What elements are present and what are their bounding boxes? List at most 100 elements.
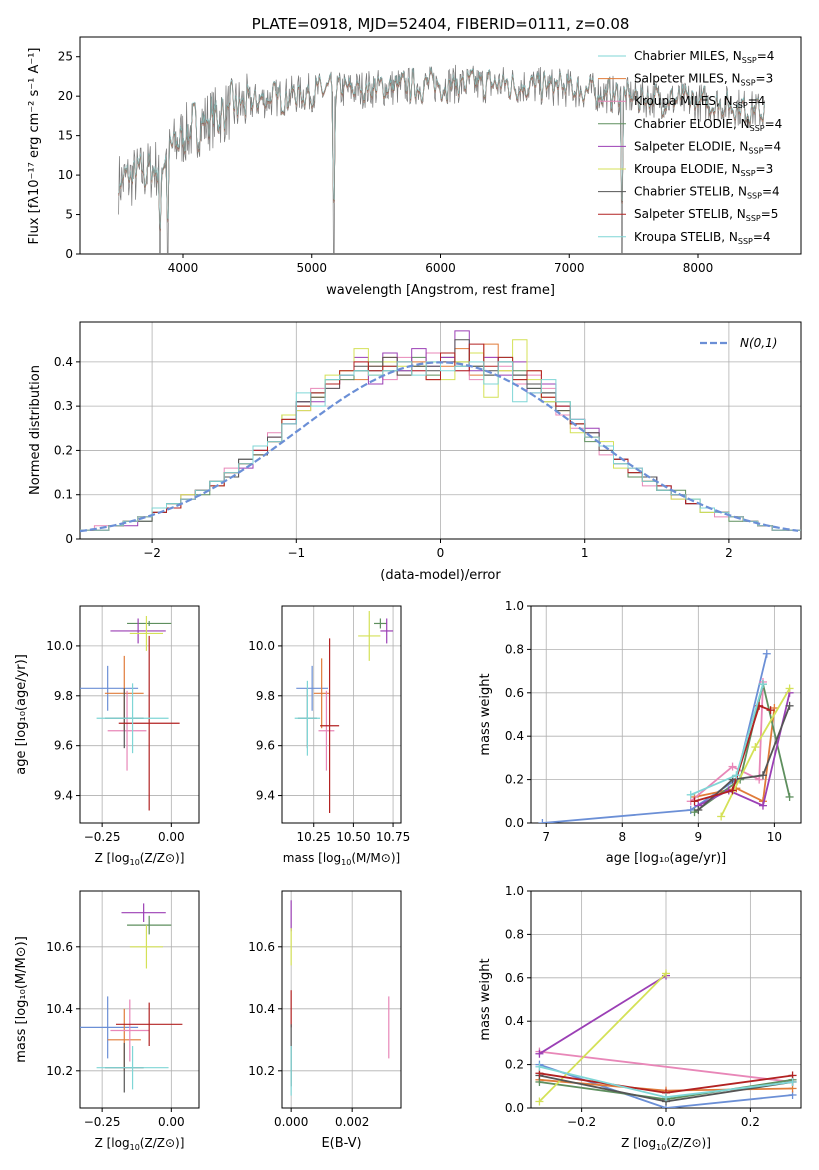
y-tick-label: 10.4 — [248, 1002, 275, 1016]
y-tick-label: 20 — [58, 89, 73, 103]
legend-entry-main: Salpeter MILES, N — [634, 72, 741, 86]
legend-entry-sub: SSP — [741, 169, 756, 178]
chart-title: PLATE=0918, MJD=52404, FIBERID=0111, z=0… — [252, 15, 630, 33]
x-axis-label-sub: 10 — [656, 1143, 666, 1152]
y-tick-label: 25 — [58, 50, 73, 64]
y-tick-label: 0.6 — [505, 686, 524, 700]
x-tick-label: 0.002 — [335, 1115, 369, 1129]
axes-frame — [281, 605, 402, 824]
legend-entry-end: =4 — [757, 49, 775, 63]
x-tick-label: 0.000 — [274, 1115, 308, 1129]
weight-line-6 — [697, 705, 791, 811]
y-axis-label: Normed distribution — [28, 365, 43, 495]
legend-entry-end: =4 — [748, 94, 766, 108]
errorbars-age-vs-Z — [80, 615, 180, 811]
y-tick-label: 0.0 — [505, 816, 524, 830]
legend-entry-sub: SSP — [742, 56, 757, 65]
legend-entry-end: =4 — [762, 185, 780, 199]
x-axis-label-sub: 10 — [341, 858, 351, 867]
legend-entry-sub: SSP — [746, 214, 761, 223]
weight-line-7 — [694, 704, 771, 803]
legend-entry-main: Chabrier ELODIE, N — [634, 117, 750, 131]
axes-residuals: −2 −1 0 1 2 0 0.1 0.2 0.3 0.4 — [54, 321, 802, 560]
x-tick-label: 6000 — [425, 261, 456, 275]
x-axis-label: wavelength [Angstrom, rest frame] — [326, 283, 555, 298]
errorbars-age-vs-mass — [294, 610, 394, 814]
y-tick-label: 10.6 — [248, 940, 275, 954]
y-tick-label: 0.2 — [505, 773, 524, 787]
legend-entry-sub: SSP — [741, 79, 756, 88]
y-tick-label: 0.3 — [54, 399, 73, 413]
y-tick-label: 0.0 — [505, 1101, 524, 1115]
histogram-8 — [80, 361, 801, 531]
weight-line-2 — [690, 681, 764, 802]
x-tick-label: 8000 — [683, 261, 714, 275]
y-axis-label: age [log₁₀(age/yr)] — [14, 654, 29, 775]
y-tick-label: 10.0 — [46, 639, 73, 653]
legend-entry: Chabrier STELIB, NSSP=4 — [634, 185, 780, 201]
legend-entry-sub: SSP — [747, 192, 762, 201]
y-tick-label: 0.8 — [505, 927, 524, 941]
y-axis-label: mass weight — [478, 958, 493, 1040]
axes-mass-vs-Z: −0.25 0.00 10.2 10.4 10.6 — [46, 890, 200, 1129]
x-axis-label: E(B-V) — [321, 1136, 361, 1151]
gaussian-reference — [80, 361, 799, 533]
legend-entry-end: =4 — [753, 230, 771, 244]
weights-weight-vs-Z — [535, 969, 797, 1108]
y-tick-label: 0.4 — [505, 729, 524, 743]
legend-entry-main: Chabrier STELIB, N — [634, 185, 747, 199]
weight-line-8 — [690, 683, 764, 796]
x-axis-label-main: mass [log — [283, 851, 341, 865]
legend-entry-main: Chabrier MILES, N — [634, 49, 742, 63]
legend-entry: Kroupa MILES, NSSP=4 — [634, 94, 765, 110]
y-tick-label: 0 — [65, 247, 73, 261]
histograms — [80, 330, 801, 533]
x-tick-label: 7000 — [554, 261, 585, 275]
x-tick-label: 8 — [618, 830, 626, 844]
y-tick-label: 1.0 — [505, 599, 524, 613]
y-tick-label: 0.4 — [505, 1014, 524, 1028]
y-tick-label: 0.1 — [54, 488, 73, 502]
y-tick-label: 0.2 — [54, 443, 73, 457]
y-tick-label: 10 — [58, 168, 73, 182]
legend-entry-end: =3 — [756, 72, 774, 86]
legend-entry-end: =4 — [765, 117, 783, 131]
x-tick-label: −0.25 — [84, 1115, 121, 1129]
x-axis-label: Z [log10(Z/Z⊙)] — [95, 851, 185, 867]
legend-entry-end: =5 — [761, 207, 779, 221]
y-tick-label: 0 — [65, 532, 73, 546]
legend-entry-sub: SSP — [750, 124, 765, 133]
spectrum-lines — [118, 64, 765, 254]
y-tick-label: 0.6 — [505, 971, 524, 985]
model-spectrum-8 — [118, 67, 765, 229]
legend-entry: Kroupa STELIB, NSSP=4 — [634, 230, 771, 246]
x-axis-label: Z [log10(Z/Z⊙)] — [95, 1136, 185, 1152]
x-tick-label: 4000 — [168, 261, 199, 275]
axes-frame — [79, 890, 200, 1109]
x-tick-label: 2 — [725, 546, 733, 560]
axes-weight-vs-age: 7 8 9 10 0.0 0.2 0.4 0.6 0.8 1.0 — [505, 599, 802, 844]
axes-frame — [79, 605, 200, 824]
x-axis-label-main: Z [log — [95, 1136, 130, 1150]
x-tick-label: 10.75 — [376, 830, 410, 844]
x-axis-label: (data-model)/error — [380, 568, 501, 583]
y-axis-label: mass weight — [478, 673, 493, 755]
legend-entry-sub: SSP — [748, 146, 763, 155]
legend-entry-sub: SSP — [733, 101, 748, 110]
legend-entry-main: Salpeter ELODIE, N — [634, 139, 748, 153]
y-tick-label: 5 — [65, 208, 73, 222]
x-tick-label: 0.2 — [741, 1115, 760, 1129]
weights-weight-vs-age — [538, 649, 794, 823]
y-tick-label: 9.4 — [256, 789, 275, 803]
y-axis-label: mass [log₁₀(M/M⊙)] — [14, 936, 29, 1063]
y-tick-label: 10.6 — [46, 940, 73, 954]
legend-entry: Salpeter STELIB, NSSP=5 — [634, 207, 778, 223]
x-tick-label: 10.50 — [336, 830, 370, 844]
axes-spectrum: 4000 5000 6000 7000 8000 0 5 10 15 20 25 — [58, 36, 802, 275]
x-tick-label: 10 — [767, 830, 782, 844]
y-tick-label: 10.4 — [46, 1002, 73, 1016]
y-tick-label: 9.6 — [54, 739, 73, 753]
x-axis-label-sub: 10 — [130, 858, 140, 867]
